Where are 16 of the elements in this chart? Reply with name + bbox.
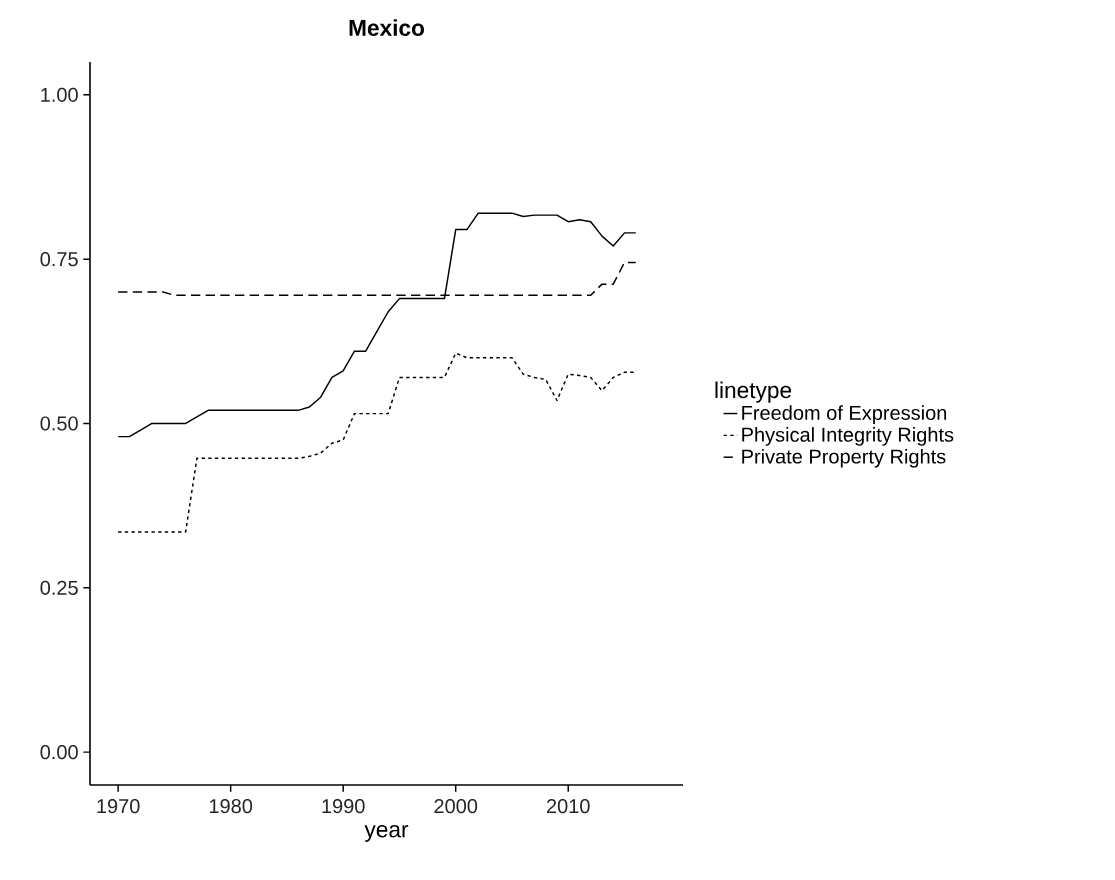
y-tick-label: 0.00 [40,745,78,760]
chart-title: Mexico [349,19,425,36]
y-tick-label: 0.25 [40,580,78,595]
y-tick-label: 0.75 [40,252,78,267]
y-tick-label: 1.00 [41,87,78,102]
x-tick-label: 2010 [546,799,590,814]
legend-label: Private Property Rights [742,448,946,468]
x-tick-label: 1980 [209,799,253,814]
y-tick-label: 0.50 [40,416,78,431]
x-tick-label: 1970 [97,799,140,814]
legend-title: linetype [715,381,792,403]
x-tick-label: 2000 [434,799,478,814]
x-axis-title: year [364,825,409,842]
x-tick-label: 1990 [322,799,365,814]
legend-label: Physical Integrity Rights [742,427,954,446]
legend-label: Freedom of Expression [742,405,947,424]
